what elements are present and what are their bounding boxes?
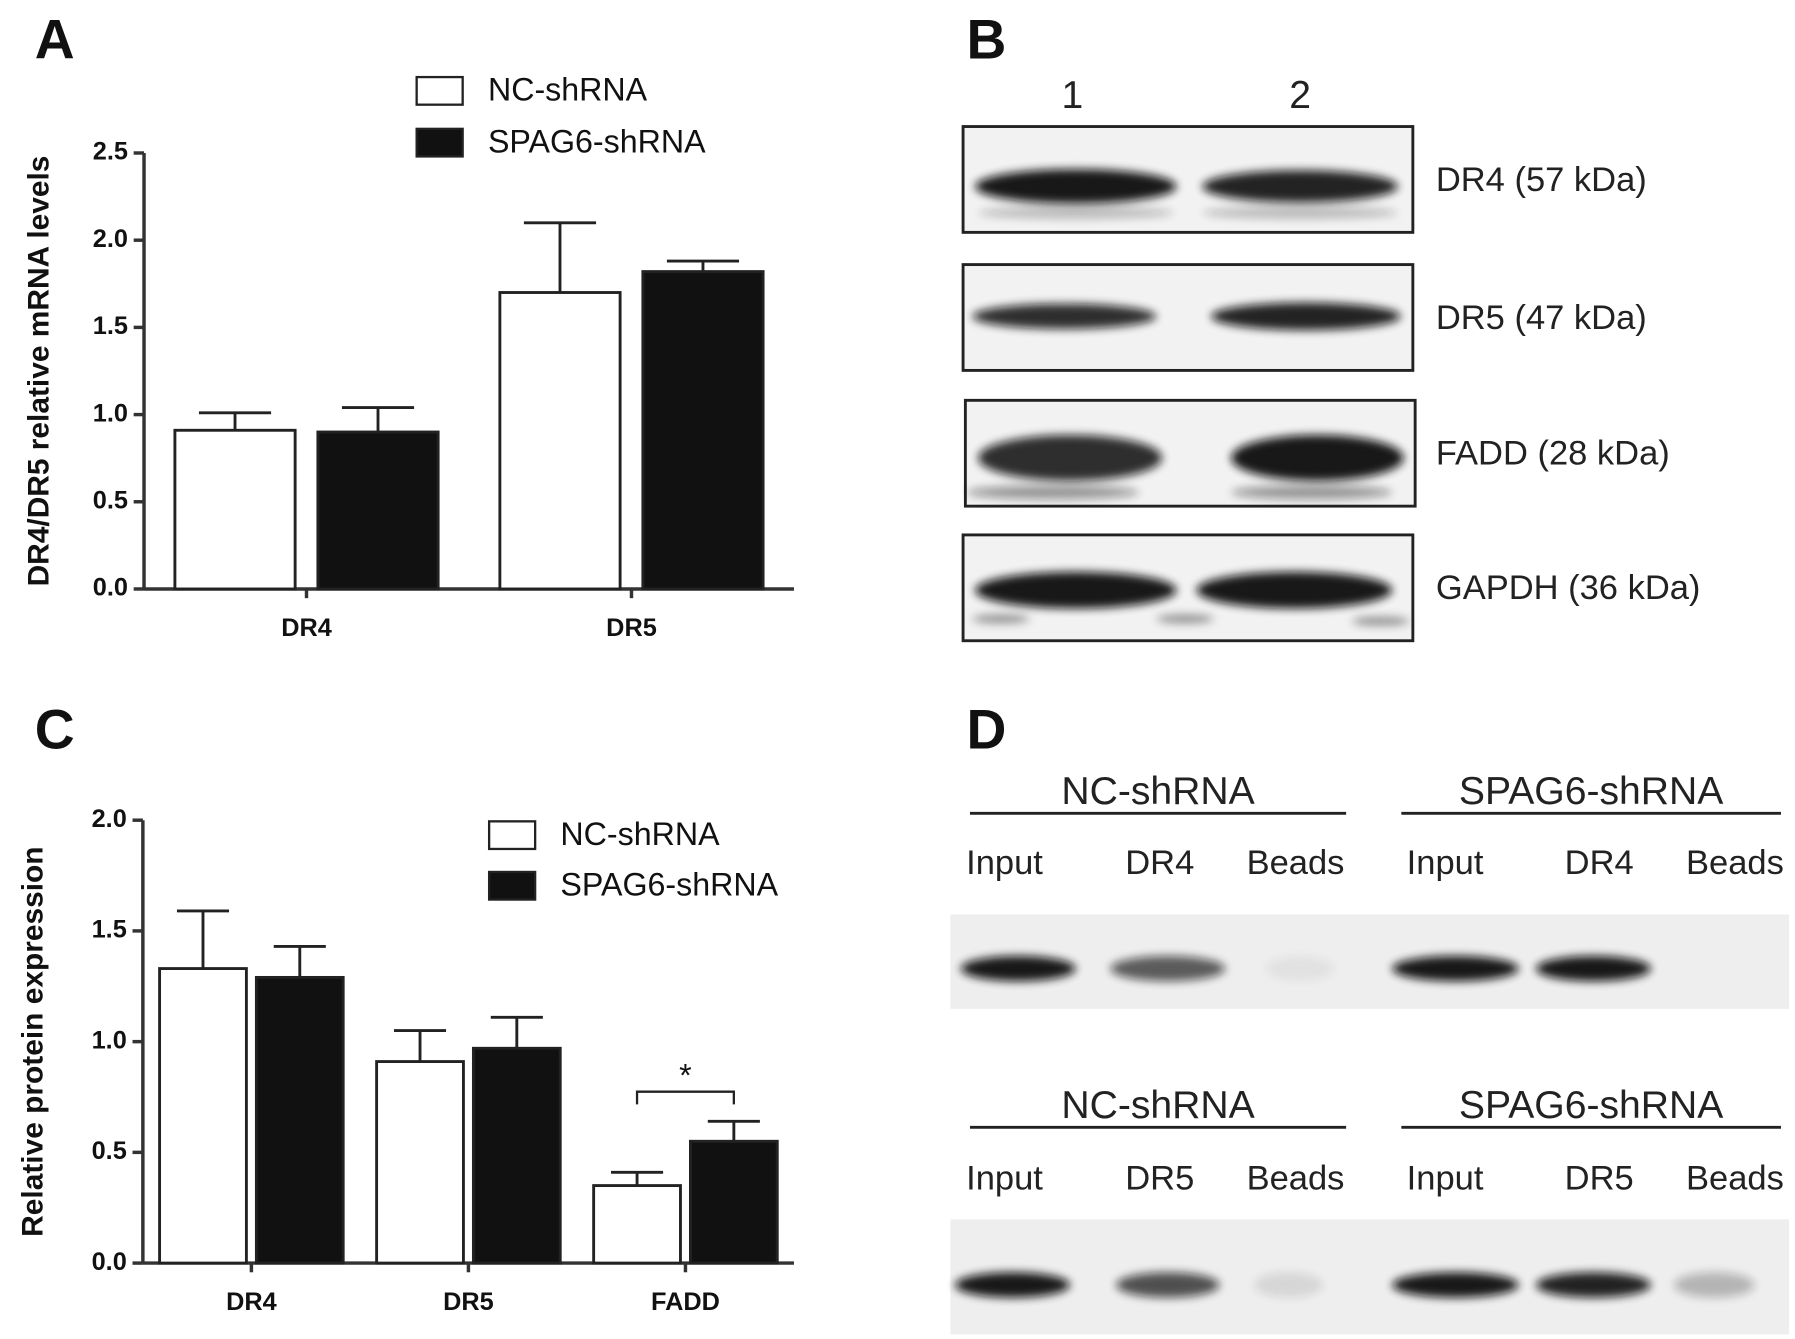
blot-band [1110,955,1226,982]
blot-band [1673,1272,1755,1298]
lane-label: Beads [1247,844,1345,882]
bar [471,1046,562,1265]
x-tick-label: DR5 [606,614,657,642]
group-label: SPAG6-shRNA [1459,770,1724,813]
bar [375,1060,465,1265]
y-tick-label: 0.5 [93,486,128,514]
blot-strip [950,914,1790,1009]
blot-row-label: DR5 (47 kDa) [1436,299,1647,337]
blot-band [1351,616,1410,626]
lane-label: Input [966,844,1043,882]
blot-band [1202,207,1398,219]
blot-band [972,614,1030,624]
blot-band [1254,1272,1324,1298]
panel-label: C [35,698,75,760]
lane-label: Input [1407,1159,1484,1197]
blot-band [1535,1272,1651,1298]
y-tick-label: 2.5 [93,138,128,166]
blot-band [1231,434,1404,481]
blot-band [1392,955,1519,982]
blot-band [1210,302,1401,331]
y-tick-label: 1.0 [92,1026,127,1054]
y-tick-label: 1.0 [93,399,128,427]
lane-label: DR4 [1125,844,1194,882]
lane-label: DR5 [1125,1159,1194,1197]
lane-label: Beads [1686,1159,1784,1197]
y-tick-label: 2.0 [93,225,128,253]
bar [158,967,248,1265]
lane-label: Input [1407,844,1484,882]
panel-label: B [967,8,1007,70]
bar [498,291,622,591]
legend-label: NC-shRNA [560,816,720,852]
blot-strip [950,1219,1790,1335]
blot-band [960,955,1076,982]
lane-label: 1 [1061,74,1083,117]
blot-band [975,169,1177,204]
blot-band [1196,571,1393,609]
blot-band [1156,614,1214,624]
lane-label: DR5 [1565,1159,1634,1197]
y-tick-label: 0.0 [92,1248,127,1276]
y-tick-label: 2.0 [92,805,127,833]
lane-label: 2 [1289,74,1311,117]
y-tick-label: 0.5 [92,1137,127,1165]
y-tick-label: 1.5 [93,312,128,340]
bar [592,1184,682,1265]
blot-band [978,434,1163,481]
y-tick-label: 1.5 [92,916,127,944]
blot-band [978,207,1174,219]
x-tick-label: DR4 [281,614,332,642]
blot-row-label: FADD (28 kDa) [1436,435,1670,473]
panel-label: D [967,698,1007,760]
legend-swatch [487,870,537,901]
blot-band [966,485,1140,500]
blot-band [975,571,1177,609]
legend-label: SPAG6-shRNA [560,866,778,902]
bar [316,430,440,591]
bar [641,270,765,591]
blot-band [1265,955,1335,982]
x-tick-label: DR4 [226,1288,277,1316]
blot-row-label: GAPDH (36 kDa) [1436,569,1701,607]
legend-swatch [415,75,464,106]
y-axis-label: Relative protein expression [17,846,50,1236]
group-label: SPAG6-shRNA [1459,1084,1724,1127]
blot-band [972,303,1157,329]
lane-label: Beads [1247,1159,1345,1197]
blot-band [1116,1272,1220,1298]
blot-band [1202,170,1398,203]
legend-label: NC-shRNA [488,72,648,108]
significance-bracket [635,1090,736,1105]
x-tick-label: FADD [651,1288,720,1316]
lane-label: Beads [1686,844,1784,882]
bar [254,975,345,1265]
legend-swatch [415,127,464,158]
panel-label: A [35,8,75,70]
group-label: NC-shRNA [1061,1084,1255,1127]
blot-band [955,1272,1071,1298]
y-tick-label: 0.0 [93,574,128,602]
blot-row-label: DR4 (57 kDa) [1436,161,1647,199]
y-axis-label: DR4/DR5 relative mRNA levels [22,156,55,587]
bar [689,1139,779,1265]
x-tick-label: DR5 [443,1288,494,1316]
significance-label: * [679,1057,692,1093]
group-label: NC-shRNA [1061,770,1255,813]
blot-band [1535,955,1651,982]
lane-label: Input [966,1159,1043,1197]
lane-label: DR4 [1565,844,1634,882]
legend-label: SPAG6-shRNA [488,123,706,159]
legend-swatch [487,820,537,851]
blot-band [1231,485,1393,500]
bar [173,428,297,591]
blot-band [1392,1272,1519,1298]
